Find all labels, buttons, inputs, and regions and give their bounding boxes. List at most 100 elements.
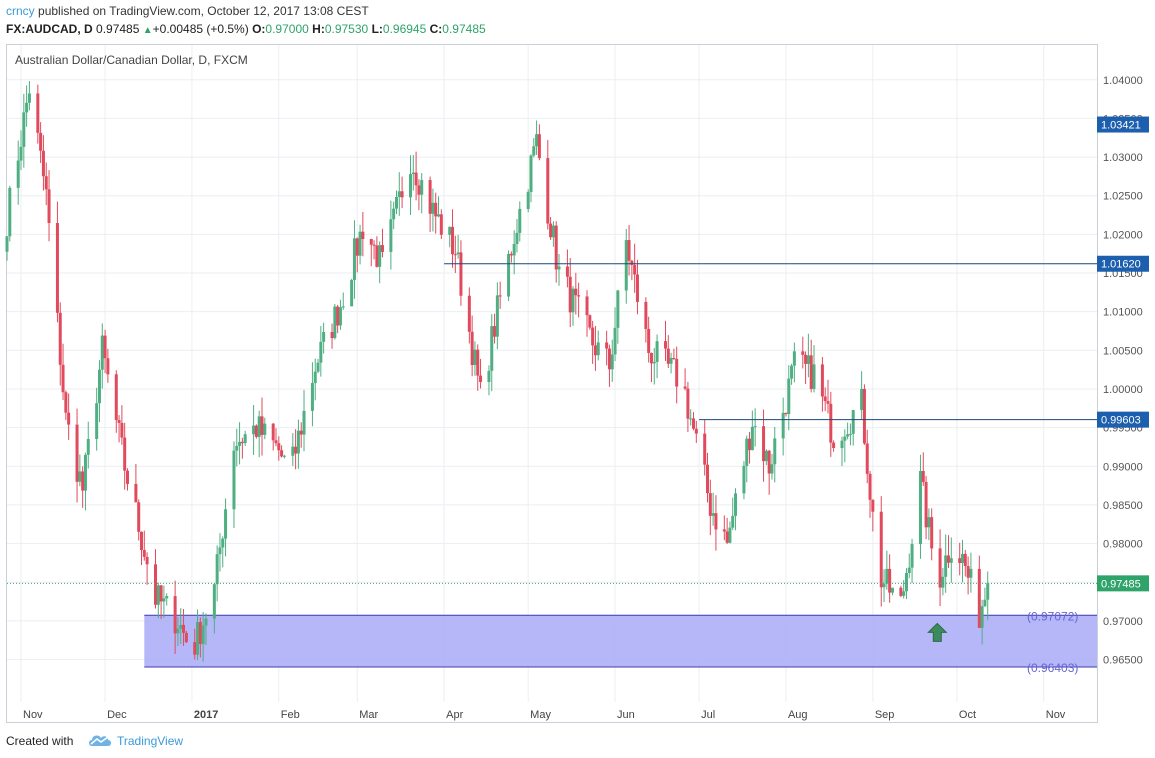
candle-body[interactable] — [613, 327, 617, 355]
candle-body[interactable] — [162, 598, 166, 602]
candle-body[interactable] — [165, 596, 169, 599]
candle-body[interactable] — [983, 599, 987, 607]
candle-body[interactable] — [941, 576, 945, 588]
candle-body[interactable] — [624, 240, 628, 291]
candle-body[interactable] — [341, 306, 345, 308]
candle-body[interactable] — [862, 388, 866, 444]
candle-body[interactable] — [826, 401, 830, 404]
candle-body[interactable] — [568, 276, 572, 313]
candle-body[interactable] — [966, 566, 970, 578]
candle-body[interactable] — [949, 558, 953, 563]
candle-body[interactable] — [156, 585, 160, 605]
candle-body[interactable] — [535, 134, 539, 147]
candle-body[interactable] — [22, 112, 26, 147]
candle-body[interactable] — [355, 238, 359, 256]
candle-body[interactable] — [61, 364, 65, 393]
candle-body[interactable] — [420, 180, 424, 195]
candle-body[interactable] — [44, 176, 48, 190]
candle-body[interactable] — [585, 296, 589, 316]
candle-body[interactable] — [117, 420, 121, 423]
candle-body[interactable] — [588, 315, 592, 328]
candle-body[interactable] — [280, 450, 284, 457]
candle-body[interactable] — [252, 425, 256, 435]
candle-body[interactable] — [16, 160, 20, 188]
candle-body[interactable] — [764, 450, 768, 462]
candle-body[interactable] — [380, 245, 384, 252]
candle-body[interactable] — [417, 185, 421, 195]
candle-body[interactable] — [400, 191, 404, 198]
candle-body[interactable] — [770, 464, 774, 474]
candle-body[interactable] — [551, 225, 555, 238]
candle-body[interactable] — [635, 274, 639, 302]
candle-body[interactable] — [762, 426, 766, 462]
candle-body[interactable] — [479, 375, 483, 383]
candle-body[interactable] — [95, 403, 99, 439]
candle-body[interactable] — [537, 134, 541, 159]
candle-body[interactable] — [448, 226, 452, 235]
candle-body[interactable] — [392, 208, 396, 220]
support-zone[interactable] — [144, 615, 1097, 667]
candle-body[interactable] — [823, 396, 827, 402]
candle-body[interactable] — [607, 348, 611, 370]
candle-body[interactable] — [310, 382, 314, 411]
candle-body[interactable] — [787, 378, 791, 415]
candle-body[interactable] — [431, 202, 435, 214]
candle-body[interactable] — [451, 226, 455, 255]
candle-body[interactable] — [86, 438, 90, 455]
candle-body[interactable] — [218, 547, 222, 555]
candle-body[interactable] — [694, 428, 698, 434]
candle-body[interactable] — [470, 331, 474, 366]
candle-body[interactable] — [336, 306, 340, 326]
candle-body[interactable] — [977, 568, 981, 628]
candle-body[interactable] — [282, 455, 286, 457]
candle-body[interactable] — [924, 481, 928, 528]
candle-body[interactable] — [238, 441, 242, 446]
candle-body[interactable] — [549, 223, 553, 238]
candle-body[interactable] — [507, 253, 511, 297]
candle-body[interactable] — [263, 423, 267, 435]
candle-body[interactable] — [5, 236, 9, 252]
candle-body[interactable] — [840, 440, 844, 448]
candle-body[interactable] — [439, 214, 443, 235]
candle-body[interactable] — [610, 354, 614, 370]
candle-body[interactable] — [78, 471, 82, 482]
candle-body[interactable] — [509, 253, 513, 256]
candle-body[interactable] — [801, 351, 805, 355]
candle-body[interactable] — [36, 93, 40, 133]
candle-body[interactable] — [487, 370, 491, 383]
candle-body[interactable] — [299, 430, 303, 435]
candle-body[interactable] — [397, 191, 401, 197]
candle-body[interactable] — [490, 326, 494, 371]
candle-body[interactable] — [790, 365, 794, 379]
candle-body[interactable] — [316, 362, 320, 372]
candle-body[interactable] — [428, 180, 432, 214]
candle-body[interactable] — [515, 232, 519, 245]
candle-body[interactable] — [675, 358, 679, 387]
candle-body[interactable] — [134, 483, 138, 503]
candle-body[interactable] — [784, 412, 788, 415]
candle-body[interactable] — [868, 473, 872, 500]
candle-body[interactable] — [358, 231, 362, 256]
candle-body[interactable] — [302, 410, 306, 435]
candle-body[interactable] — [725, 531, 729, 543]
candle-body[interactable] — [781, 412, 785, 439]
candle-body[interactable] — [593, 345, 597, 356]
candle-body[interactable] — [389, 219, 393, 252]
candle-body[interactable] — [204, 618, 208, 626]
candle-body[interactable] — [100, 335, 104, 370]
candle-body[interactable] — [467, 295, 471, 332]
candle-body[interactable] — [434, 202, 438, 217]
candle-body[interactable] — [330, 332, 334, 339]
candle-body[interactable] — [159, 585, 163, 602]
candle-body[interactable] — [649, 352, 653, 364]
candle-body[interactable] — [375, 245, 379, 267]
candle-body[interactable] — [184, 632, 188, 643]
candle-body[interactable] — [97, 369, 101, 404]
candle-body[interactable] — [773, 438, 777, 465]
candle-body[interactable] — [750, 426, 754, 451]
candle-body[interactable] — [529, 155, 533, 192]
candle-body[interactable] — [493, 326, 497, 337]
candle-body[interactable] — [644, 301, 648, 329]
candle-body[interactable] — [946, 555, 950, 563]
candle-body[interactable] — [734, 493, 738, 516]
